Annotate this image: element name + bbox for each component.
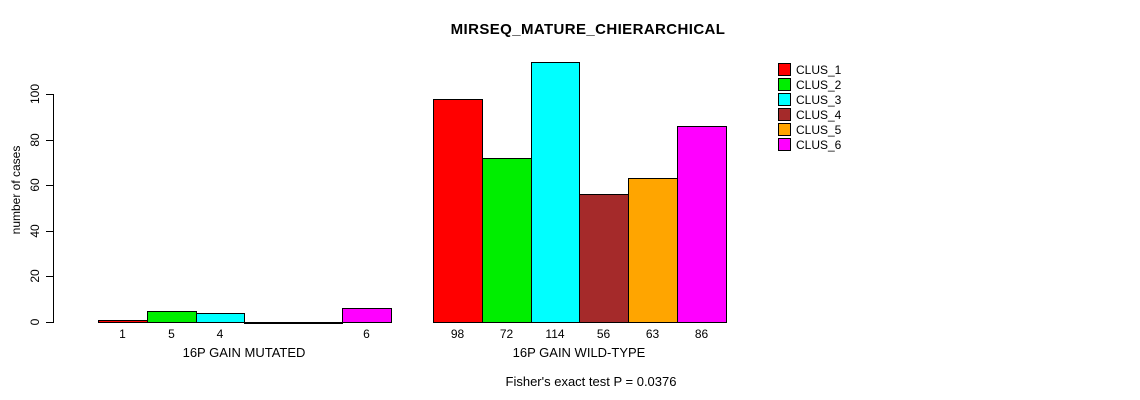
legend-item: CLUS_2 — [778, 78, 898, 93]
group-label: 16P GAIN MUTATED — [182, 345, 306, 360]
y-axis-tick-label: 100 — [28, 83, 42, 105]
bar-value-label: 98 — [450, 327, 465, 341]
legend-label: CLUS_2 — [796, 78, 842, 92]
bar — [579, 194, 629, 323]
bar — [433, 99, 483, 323]
y-axis-line — [53, 94, 54, 323]
legend-item: CLUS_5 — [778, 123, 898, 138]
bar — [482, 158, 532, 323]
bar-value-label: 63 — [645, 327, 660, 341]
y-axis-tick — [46, 322, 54, 323]
legend-label: CLUS_5 — [796, 123, 842, 137]
y-axis-tick-label: 60 — [28, 178, 42, 192]
bar — [196, 313, 245, 323]
legend-item: CLUS_3 — [778, 93, 898, 108]
legend-label: CLUS_4 — [796, 108, 842, 122]
legend-label: CLUS_3 — [796, 93, 842, 107]
bar-value-label: 56 — [596, 327, 611, 341]
bar — [98, 320, 148, 323]
legend-swatch — [778, 138, 791, 151]
bar-value-label: 114 — [545, 327, 565, 341]
legend-swatch — [778, 108, 791, 121]
y-axis-tick — [46, 140, 54, 141]
bar — [293, 322, 343, 324]
legend-item: CLUS_1 — [778, 63, 898, 78]
y-axis-tick-label: 20 — [28, 269, 42, 283]
legend-swatch — [778, 93, 791, 106]
bar — [147, 311, 197, 323]
legend-swatch — [778, 123, 791, 136]
bar — [677, 126, 727, 323]
y-axis-tick — [46, 276, 54, 277]
bar — [244, 322, 294, 324]
bar — [342, 308, 392, 323]
legend-label: CLUS_6 — [796, 138, 842, 152]
annotation-text: Fisher's exact test P = 0.0376 — [505, 374, 677, 389]
y-axis-tick — [46, 231, 54, 232]
bar — [531, 62, 580, 323]
bar — [628, 178, 678, 323]
y-axis-tick-label: 80 — [28, 133, 42, 147]
chart-title: MIRSEQ_MATURE_CHIERARCHICAL — [450, 21, 726, 38]
legend-label: CLUS_1 — [796, 63, 842, 77]
y-axis-tick-label: 40 — [28, 224, 42, 238]
group-label: 16P GAIN WILD-TYPE — [512, 345, 646, 360]
legend-item: CLUS_4 — [778, 108, 898, 123]
y-axis-tick-label: 0 — [28, 318, 42, 326]
y-axis-tick — [46, 185, 54, 186]
legend-swatch — [778, 78, 791, 91]
legend-swatch — [778, 63, 791, 76]
bar-value-label: 86 — [694, 327, 709, 341]
bar-value-label: 4 — [216, 327, 224, 341]
bar-value-label: 72 — [499, 327, 514, 341]
bar-value-label: 6 — [363, 327, 370, 341]
y-axis-tick — [46, 94, 54, 95]
bar-value-label: 1 — [119, 327, 126, 341]
bar-value-label: 5 — [168, 327, 175, 341]
y-axis-label: number of cases — [9, 145, 23, 235]
legend-item: CLUS_6 — [778, 138, 898, 153]
